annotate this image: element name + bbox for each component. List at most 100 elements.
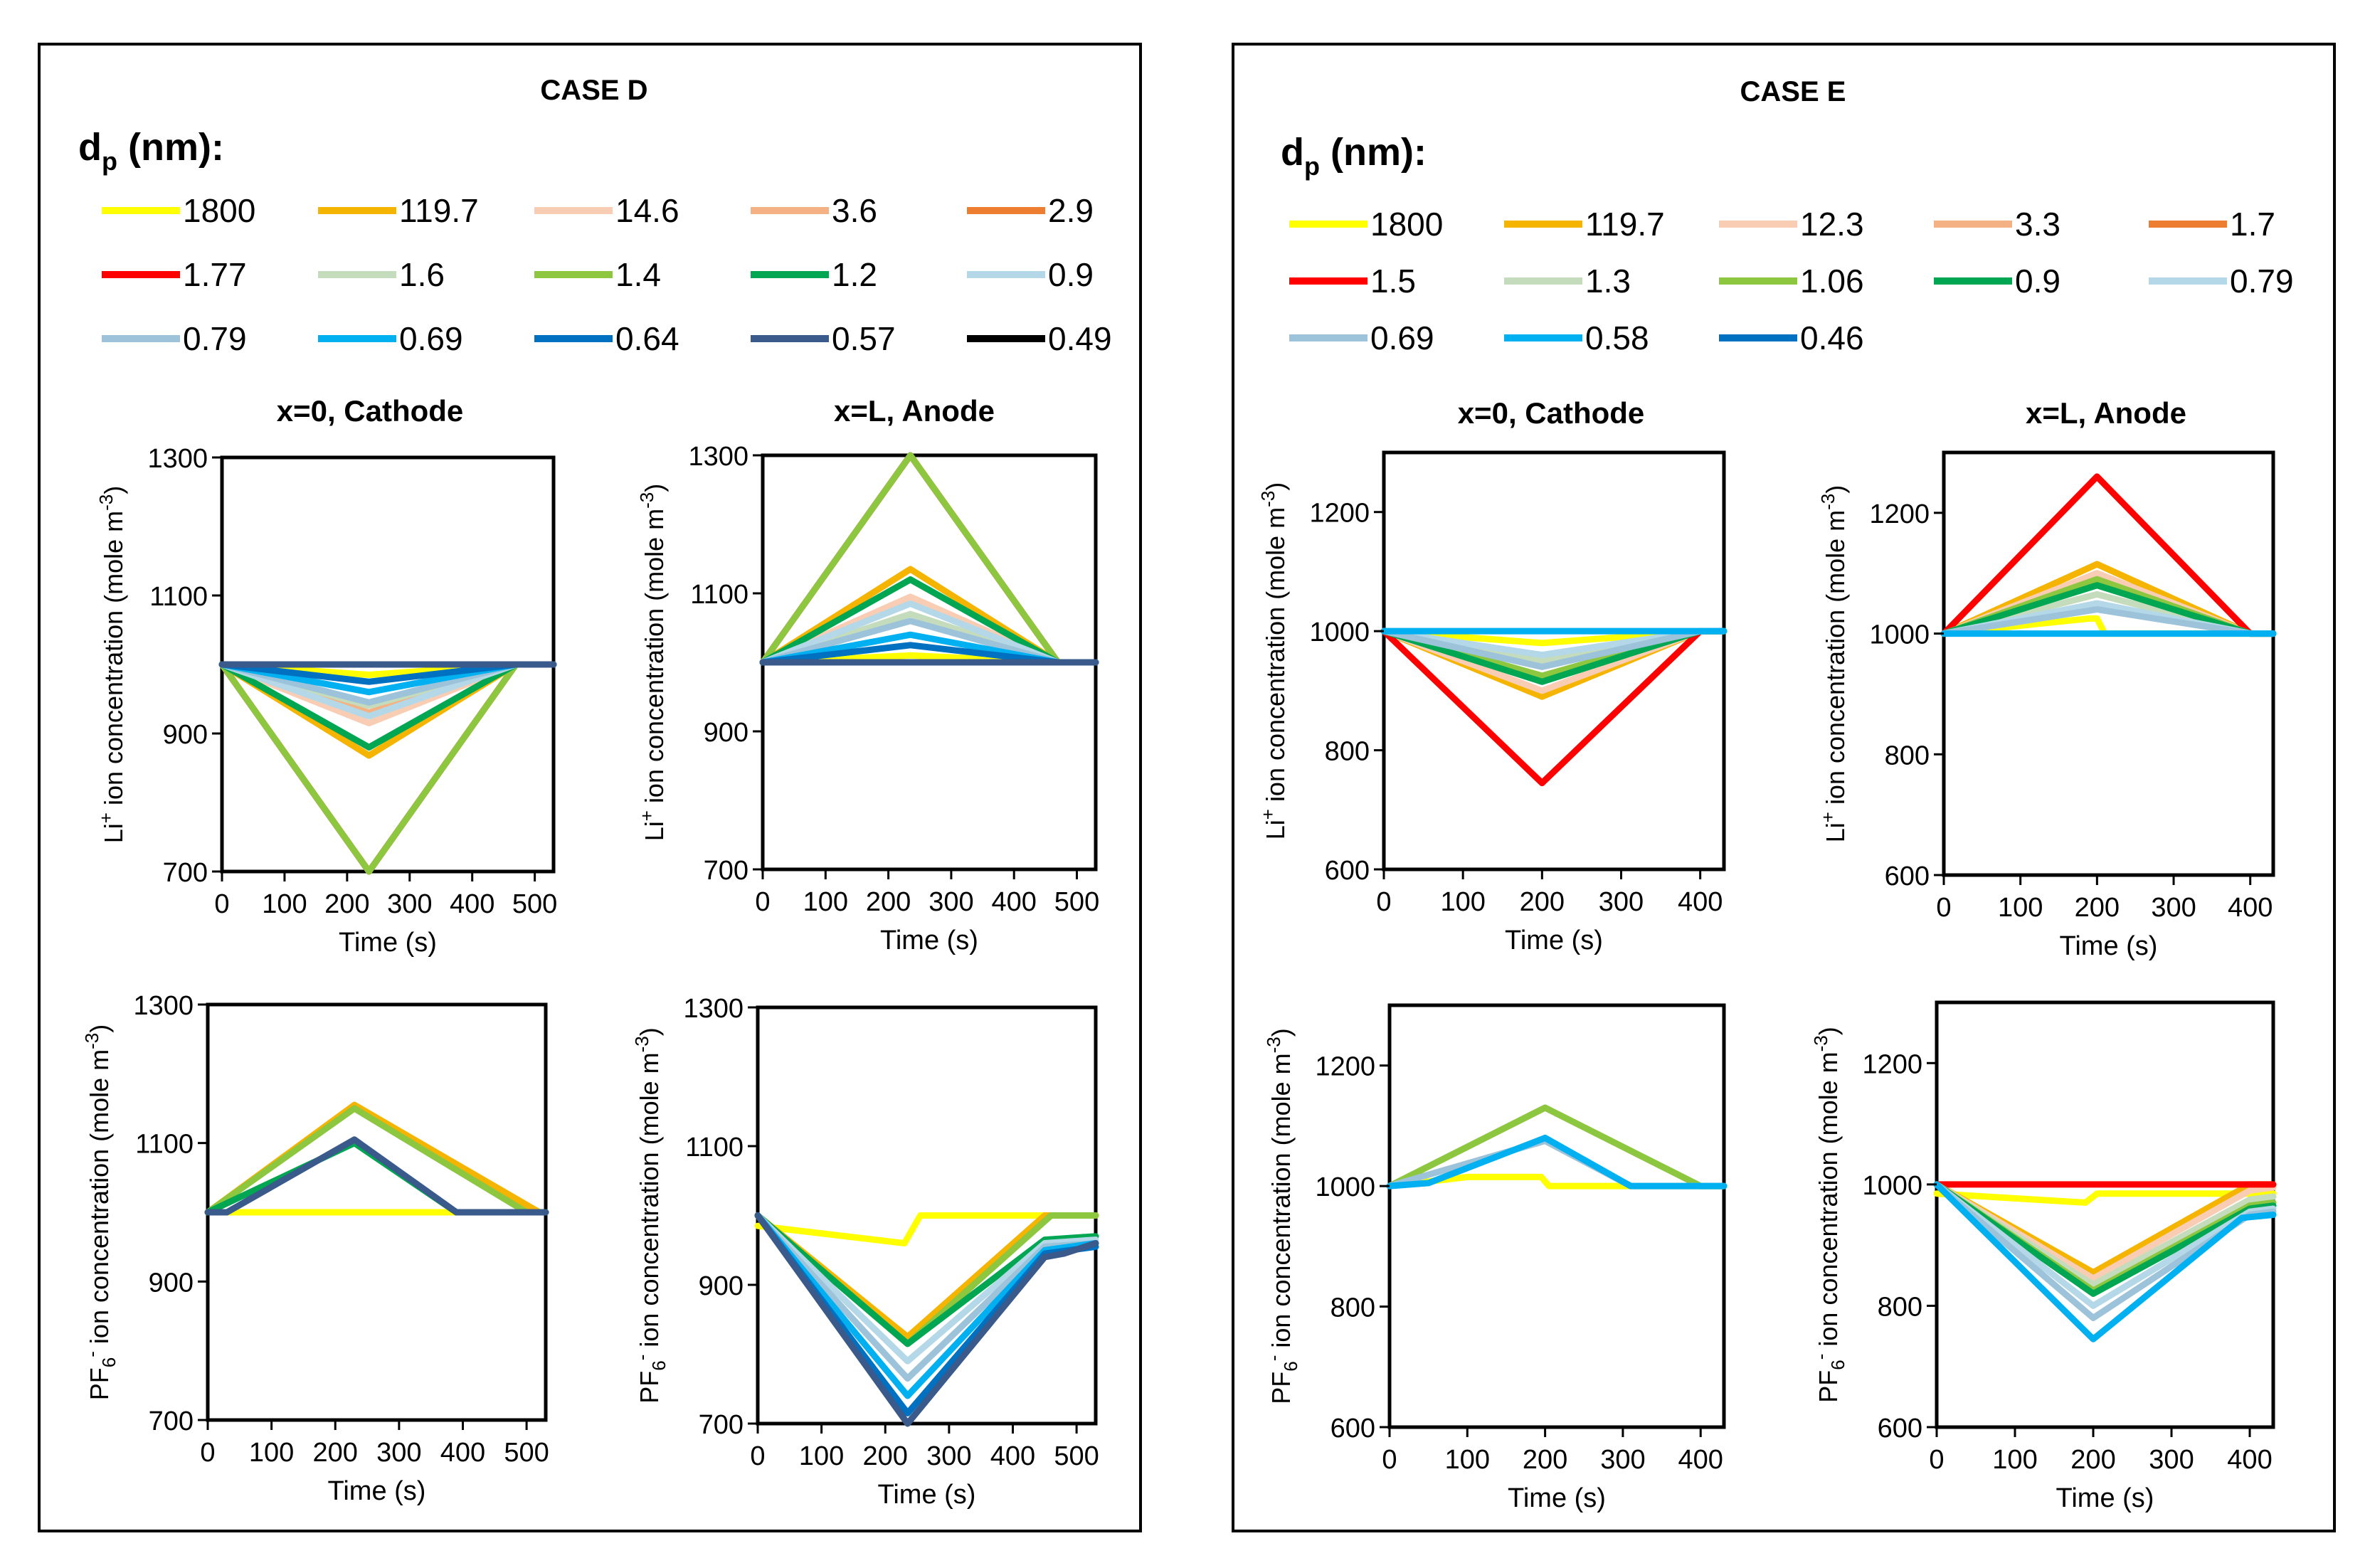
y-tick-label: 1000 bbox=[1309, 618, 1370, 647]
x-tick-label: 400 bbox=[2227, 1445, 2272, 1475]
legend-item: 1.2 bbox=[751, 256, 877, 293]
y-tick-label: 1000 bbox=[1315, 1172, 1375, 1202]
y-tick-label: 1100 bbox=[685, 1133, 744, 1162]
legend-item: 0.64 bbox=[534, 320, 679, 357]
y-tick-label: 700 bbox=[704, 856, 748, 886]
series-group bbox=[759, 452, 1099, 666]
series-group bbox=[1386, 1104, 1728, 1190]
x-tick-label: 400 bbox=[990, 1441, 1035, 1471]
x-tick-label: 0 bbox=[1929, 1445, 1944, 1475]
case-e-legend: 1800 119.7 12.3 3.3 1.7 1.5 1.3 1.06 0.9 0.79 0.69… bbox=[1289, 206, 2294, 356]
case-d-frame bbox=[38, 43, 1142, 1532]
legend-item: 119.7 bbox=[318, 192, 479, 229]
y-axis-label: PF6- ion concentration (mole m-3) bbox=[631, 1027, 670, 1403]
y-axis-label: Li+ ion concentration (mole m-3) bbox=[1817, 485, 1850, 843]
x-axis-label: Time (s) bbox=[880, 926, 978, 955]
x-tick-label: 200 bbox=[324, 889, 369, 919]
y-tick-label: 1300 bbox=[683, 994, 744, 1024]
x-tick-label: 400 bbox=[1678, 1445, 1723, 1475]
plot-area bbox=[1387, 1003, 1726, 1429]
legend-label: 3.6 bbox=[832, 192, 877, 229]
legend-item: 0.69 bbox=[1289, 319, 1434, 356]
legend-item: 1.6 bbox=[318, 256, 445, 293]
legend-label: 1.5 bbox=[1370, 263, 1416, 300]
x-tick-label: 100 bbox=[1998, 893, 2043, 923]
x-tick-label: 0 bbox=[214, 889, 229, 919]
x-tick-label: 300 bbox=[2149, 1445, 2194, 1475]
legend-label: 1800 bbox=[1370, 206, 1443, 243]
legend-item: 1.7 bbox=[2149, 206, 2275, 243]
y-tick-label: 1200 bbox=[1309, 499, 1370, 529]
x-tick-label: 0 bbox=[1376, 887, 1391, 917]
y-tick-label: 700 bbox=[699, 1410, 744, 1440]
y-tick-label: 1200 bbox=[1315, 1052, 1375, 1082]
x-axis-label: Time (s) bbox=[1505, 926, 1603, 955]
legend-item: 1.4 bbox=[534, 256, 661, 293]
x-axis-label: Time (s) bbox=[2056, 1483, 2154, 1513]
x-tick-label: 0 bbox=[1382, 1445, 1397, 1475]
x-tick-label: 200 bbox=[2070, 1445, 2115, 1475]
y-tick-label: 600 bbox=[1878, 1414, 1922, 1443]
x-tick-label: 500 bbox=[1054, 887, 1099, 917]
y-tick-label: 800 bbox=[1885, 741, 1930, 770]
y-axis-label: PF6- ion concentration (mole m-3) bbox=[1810, 1027, 1848, 1402]
series-line-1.2 bbox=[754, 1212, 1099, 1347]
x-tick-label: 200 bbox=[866, 887, 911, 917]
x-tick-label: 500 bbox=[512, 889, 557, 919]
legend-label: 3.3 bbox=[2015, 206, 2060, 243]
legend-item: 0.69 bbox=[318, 320, 463, 357]
y-axis-label: PF6- ion concentration (mole m-3) bbox=[81, 1024, 120, 1400]
legend-label: 0.79 bbox=[183, 320, 247, 357]
case-e-legend-heading: dp (nm): bbox=[1281, 131, 1427, 181]
x-tick-label: 300 bbox=[2151, 893, 2196, 923]
charts-layer: 700 900 1100 1300 0 100 200 300 400 500 Time (s) Li… bbox=[81, 442, 2277, 1513]
y-tick-label: 1200 bbox=[1862, 1049, 1922, 1079]
legend-item: 0.49 bbox=[967, 320, 1112, 357]
x-tick-label: 0 bbox=[200, 1438, 215, 1468]
legend-label: 1800 bbox=[183, 192, 255, 229]
legend-item: 1.77 bbox=[102, 256, 247, 293]
x-tick-label: 100 bbox=[1440, 887, 1485, 917]
series-line-1800 bbox=[1933, 1190, 2277, 1206]
series-group bbox=[1380, 627, 1728, 787]
legend-item: 14.6 bbox=[534, 192, 679, 229]
series-group bbox=[1933, 1181, 2277, 1342]
x-axis-label: Time (s) bbox=[339, 928, 437, 958]
legend-label: 1.6 bbox=[399, 256, 445, 293]
chart-D-PF6-anode: 700 900 1100 1300 0 100 200 300 400 500 Time (s) PF… bbox=[631, 994, 1099, 1510]
x-tick-label: 300 bbox=[926, 1441, 971, 1471]
x-axis-label: Time (s) bbox=[878, 1480, 976, 1510]
y-tick-label: 600 bbox=[1325, 856, 1370, 886]
legend-label: 1.7 bbox=[2230, 206, 2275, 243]
series-group bbox=[754, 1212, 1099, 1427]
x-tick-label: 300 bbox=[1600, 1445, 1645, 1475]
y-tick-label: 1100 bbox=[149, 582, 208, 612]
legend-item: 0.79 bbox=[102, 320, 247, 357]
x-tick-label: 300 bbox=[1599, 887, 1644, 917]
y-tick-label: 800 bbox=[1878, 1292, 1922, 1322]
series-line-0.57 bbox=[754, 1212, 1099, 1427]
x-tick-label: 400 bbox=[440, 1438, 485, 1468]
case-d-title: CASE D bbox=[540, 75, 647, 106]
legend-item: 3.6 bbox=[751, 192, 877, 229]
plot-area bbox=[1942, 450, 2275, 877]
y-axis-label: PF6- ion concentration (mole m-3) bbox=[1263, 1028, 1301, 1404]
x-tick-label: 300 bbox=[376, 1438, 421, 1468]
x-tick-label: 400 bbox=[2228, 893, 2273, 923]
x-tick-label: 500 bbox=[1054, 1441, 1099, 1471]
legend-label: 0.57 bbox=[832, 320, 896, 357]
legend-label: 119.7 bbox=[1585, 206, 1665, 243]
x-axis-label: Time (s) bbox=[1508, 1483, 1606, 1513]
case-e-title: CASE E bbox=[1740, 76, 1846, 107]
chart-E-PF6-cathode: 600 800 1000 1200 0 100 200 300 400 Time (s) PF6- … bbox=[1263, 1003, 1728, 1513]
x-tick-label: 100 bbox=[262, 889, 307, 919]
x-tick-label: 200 bbox=[1523, 1445, 1567, 1475]
case-d-anode-title: x=L, Anode bbox=[834, 394, 995, 428]
legend-label: 1.2 bbox=[832, 256, 877, 293]
case-d-cathode-title: x=0, Cathode bbox=[277, 394, 464, 428]
y-tick-label: 700 bbox=[149, 1407, 194, 1436]
legend-label: 0.58 bbox=[1585, 319, 1649, 356]
chart-D-Li-anode: 700 900 1100 1300 0 100 200 300 400 500 Time (s) Li… bbox=[636, 442, 1099, 955]
x-tick-label: 200 bbox=[863, 1441, 908, 1471]
